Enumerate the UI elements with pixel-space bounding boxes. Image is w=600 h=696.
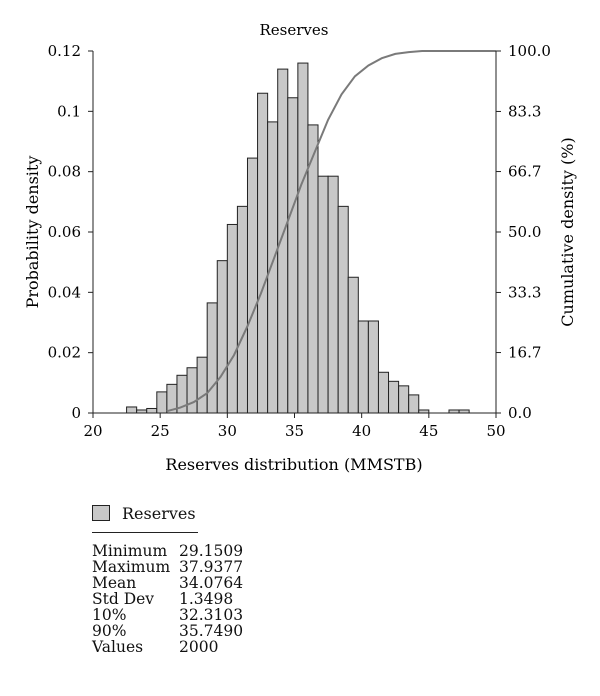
stat-value: 1.3498 — [179, 590, 234, 608]
y2-tick-label: 66.7 — [508, 163, 541, 181]
stat-value: 32.3103 — [179, 606, 244, 624]
x-axis-label: Reserves distribution (MMSTB) — [165, 455, 422, 474]
histogram-bar — [398, 385, 410, 414]
stat-label: Mean — [92, 574, 137, 592]
stat-label: 10% — [92, 606, 127, 624]
y2-tick-label: 33.3 — [508, 283, 541, 301]
y-tick-label: 0 — [71, 404, 81, 422]
stat-row: 90% 35.7490 — [92, 623, 259, 639]
histogram-bar — [156, 391, 168, 414]
stat-row: Minimum 29.1509 — [92, 543, 259, 559]
axes — [88, 50, 501, 418]
x-tick-label: 35 — [285, 422, 304, 440]
histogram-bar — [196, 356, 208, 414]
x-tick-label: 40 — [352, 422, 371, 440]
statistics-table: Minimum 29.1509 Maximum 37.9377 Mean 34.0764 S… — [92, 543, 259, 655]
x-tick-label: 45 — [419, 422, 438, 440]
histogram-bar — [246, 157, 259, 414]
histogram-bar — [146, 407, 158, 414]
stat-label: Values — [92, 638, 144, 656]
stat-row: Values 2000 — [92, 639, 259, 655]
histogram-bar — [377, 371, 390, 414]
histogram-bar — [347, 276, 359, 414]
histogram-bar — [126, 406, 138, 414]
stat-value: 35.7490 — [179, 622, 244, 640]
y-tick-label: 0.12 — [48, 42, 81, 60]
y-tick-label: 0.04 — [48, 283, 81, 301]
stat-value: 37.9377 — [179, 558, 244, 576]
legend-item-reserves: Reserves — [92, 503, 202, 523]
legend: Reserves — [92, 503, 202, 533]
histogram-bar — [236, 205, 248, 414]
histogram-bar — [408, 394, 420, 414]
y2-tick-label: 16.7 — [508, 344, 541, 362]
y2-tick-label: 100.0 — [508, 42, 551, 60]
y2-tick-label: 83.3 — [508, 102, 541, 120]
histogram-bar — [186, 367, 198, 414]
histogram-bar — [337, 205, 349, 414]
histogram-bar — [367, 320, 379, 414]
histogram-bar — [388, 380, 400, 414]
stat-label: Maximum — [92, 558, 171, 576]
y-tick-label: 0.08 — [48, 163, 81, 181]
y-tick-label: 0.02 — [48, 344, 81, 362]
stat-row: Maximum 37.9377 — [92, 559, 259, 575]
histogram-bar — [216, 260, 228, 414]
cumulative-density-line — [166, 50, 496, 413]
y-tick-label: 0.06 — [48, 223, 81, 241]
y-axis-label: Probability density — [23, 156, 42, 309]
stat-label: Std Dev — [92, 590, 155, 608]
histogram-bar — [226, 223, 238, 414]
x-tick-label: 25 — [151, 422, 170, 440]
cumulative-line-group — [166, 50, 496, 413]
legend-swatch — [92, 505, 110, 521]
x-tick-label: 30 — [218, 422, 237, 440]
histogram-bar — [297, 62, 309, 414]
histogram-bar — [257, 92, 269, 414]
legend-label: Reserves — [122, 503, 196, 523]
stat-value: 29.1509 — [179, 542, 244, 560]
histogram-bar — [206, 302, 218, 414]
histogram-bar — [327, 175, 339, 414]
x-tick-label: 20 — [83, 422, 102, 440]
stat-row: 10% 32.3103 — [92, 607, 259, 623]
stat-value: 34.0764 — [179, 574, 244, 592]
histogram-bar — [357, 320, 369, 414]
stat-label: 90% — [92, 622, 127, 640]
stat-label: Minimum — [92, 542, 168, 560]
reserves-chart: Reserves 20 25 30 35 40 45 5000.020.040.060.08… — [23, 21, 577, 474]
histogram-bar — [287, 97, 299, 414]
y-tick-label: 0.1 — [57, 102, 81, 120]
x-tick-label: 50 — [486, 422, 505, 440]
histogram-bars — [126, 62, 470, 414]
stat-value: 2000 — [179, 638, 219, 656]
y2-axis-label: Cumulative density (%) — [558, 137, 577, 326]
legend-divider — [92, 532, 198, 533]
histogram-bar — [267, 121, 279, 414]
tick-labels: 20 25 30 35 40 45 50 0 0.02 0.04 0.06 0.08 0.1 0.12 0.… — [48, 42, 551, 440]
stat-row: Std Dev 1.3498 — [92, 591, 259, 607]
stat-row: Mean 34.0764 — [92, 575, 259, 591]
histogram-bar — [277, 68, 289, 414]
chart-title: Reserves — [260, 21, 329, 39]
histogram-bar — [317, 175, 329, 414]
y2-tick-label: 50.0 — [508, 223, 541, 241]
y2-tick-label: 0.0 — [508, 404, 532, 422]
histogram-bar — [307, 124, 319, 414]
